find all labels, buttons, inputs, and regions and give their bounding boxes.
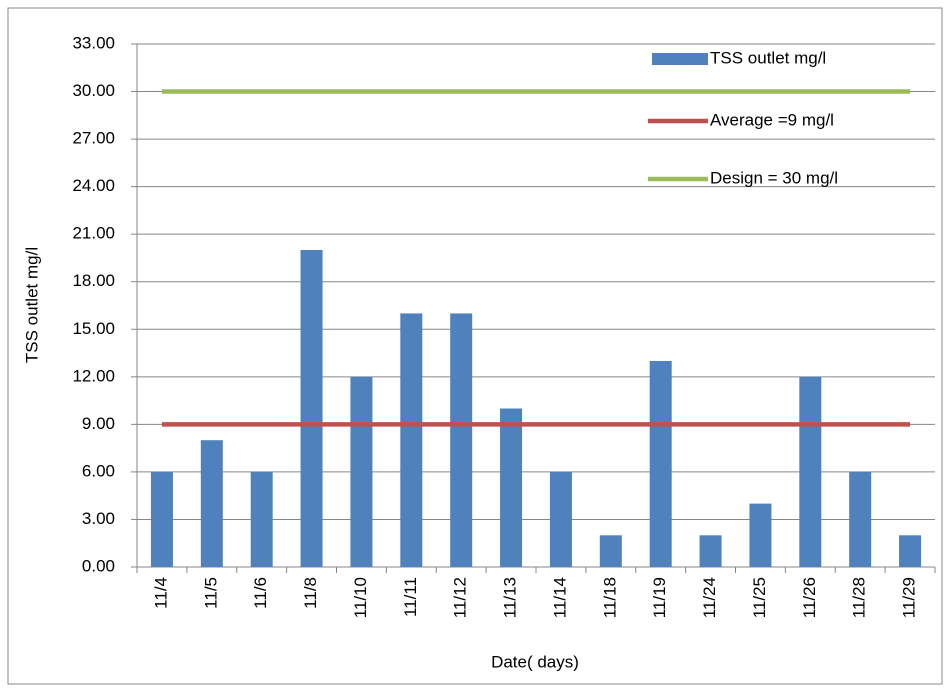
bar <box>200 440 223 567</box>
x-tick-label: 11/10 <box>351 577 370 618</box>
legend-label: Average =9 mg/l <box>710 110 834 129</box>
legend-label: TSS outlet mg/l <box>710 48 826 67</box>
y-tick-label: 18.00 <box>72 271 115 290</box>
bar <box>649 360 672 567</box>
x-tick-label: 11/28 <box>850 577 869 618</box>
y-tick-label: 12.00 <box>72 366 115 385</box>
bar <box>350 376 373 567</box>
y-tick-label: 30.00 <box>72 81 115 100</box>
bar <box>150 471 173 567</box>
y-tick-label: 27.00 <box>72 129 115 148</box>
bar <box>450 313 473 567</box>
bar <box>899 535 922 567</box>
y-tick-label: 9.00 <box>82 414 115 433</box>
legend-label: Design = 30 mg/l <box>710 168 838 187</box>
x-axis-title: Date( days) <box>491 652 579 671</box>
x-tick-label: 11/24 <box>700 577 719 618</box>
bar <box>500 408 523 567</box>
bar <box>400 313 423 567</box>
x-tick-label: 11/14 <box>550 577 569 618</box>
x-tick-label: 11/26 <box>800 577 819 618</box>
y-tick-label: 24.00 <box>72 176 115 195</box>
bar <box>799 376 822 567</box>
bar <box>599 535 622 567</box>
x-tick-label: 11/8 <box>301 577 320 609</box>
x-tick-label: 11/13 <box>501 577 520 618</box>
bar <box>749 503 772 567</box>
x-tick-label: 11/25 <box>750 577 769 618</box>
bar <box>250 471 273 567</box>
x-tick-label: 11/18 <box>600 577 619 618</box>
x-tick-label: 11/19 <box>650 577 669 618</box>
bar <box>699 535 722 567</box>
legend-swatch <box>652 53 708 65</box>
chart-border <box>7 7 943 685</box>
x-tick-label: 11/6 <box>251 577 270 609</box>
y-axis-title: TSS outlet mg/l <box>22 247 41 363</box>
x-tick-label: 11/29 <box>900 577 919 618</box>
x-tick-label: 11/5 <box>201 577 220 609</box>
y-tick-label: 15.00 <box>72 319 115 338</box>
bar <box>549 471 572 567</box>
y-tick-label: 33.00 <box>72 33 115 52</box>
x-tick-label: 11/11 <box>401 577 420 617</box>
y-tick-label: 0.00 <box>82 556 115 575</box>
x-tick-label: 11/12 <box>451 577 470 618</box>
x-tick-label: 11/4 <box>151 577 170 609</box>
y-tick-label: 6.00 <box>82 461 115 480</box>
y-tick-label: 3.00 <box>82 509 115 528</box>
bar <box>849 471 872 567</box>
bar <box>300 250 323 567</box>
y-tick-label: 21.00 <box>72 224 115 243</box>
